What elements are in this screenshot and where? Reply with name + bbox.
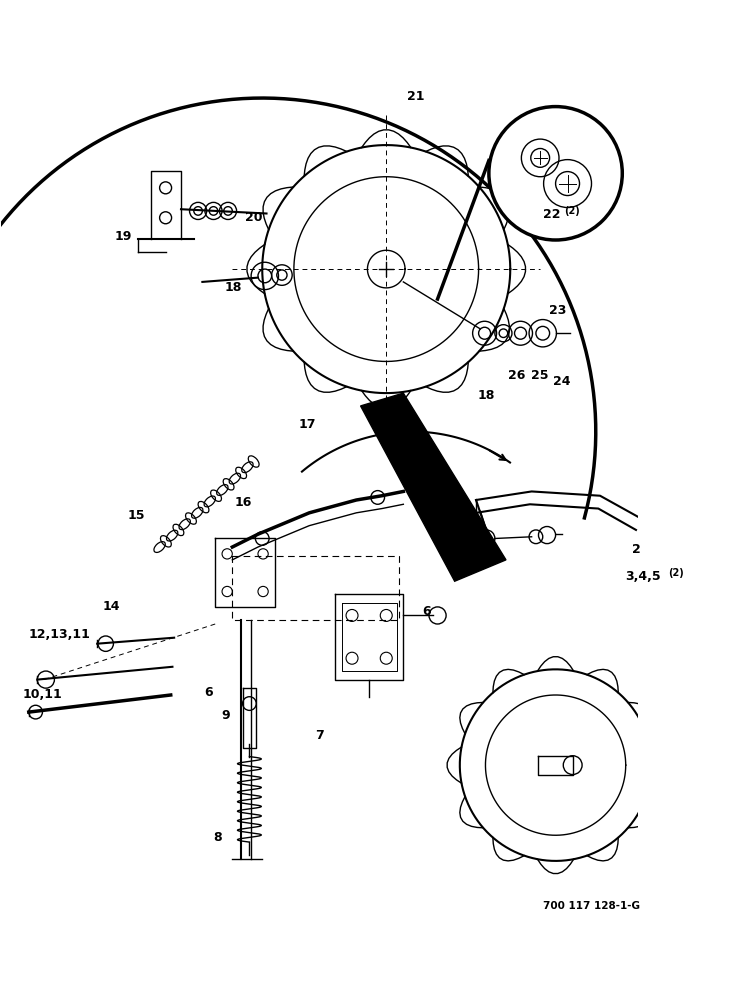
Text: 6: 6 <box>422 605 431 618</box>
Text: 18: 18 <box>225 281 242 294</box>
Text: 21: 21 <box>406 90 424 103</box>
Text: 2: 2 <box>632 543 641 556</box>
Text: 22: 22 <box>542 208 560 221</box>
Text: 9: 9 <box>221 709 230 722</box>
Circle shape <box>489 107 622 240</box>
Text: 6: 6 <box>204 686 213 699</box>
Text: 7: 7 <box>315 729 324 742</box>
Text: (2): (2) <box>668 568 684 578</box>
Text: 700 117 128-1-G: 700 117 128-1-G <box>543 901 640 911</box>
Text: 18: 18 <box>478 389 495 402</box>
Text: 23: 23 <box>548 304 566 317</box>
Text: 17: 17 <box>299 418 316 431</box>
Text: 16: 16 <box>235 496 252 509</box>
Text: 26: 26 <box>508 369 526 382</box>
Text: 25: 25 <box>531 369 549 382</box>
Text: 14: 14 <box>102 600 120 613</box>
Text: 10,11: 10,11 <box>22 688 62 701</box>
Text: 12,13,11: 12,13,11 <box>28 628 91 641</box>
Text: 19: 19 <box>115 230 132 243</box>
Text: (2): (2) <box>564 206 580 216</box>
Text: 8: 8 <box>214 831 222 844</box>
Text: 15: 15 <box>128 509 145 522</box>
Text: 20: 20 <box>245 211 263 224</box>
Text: 24: 24 <box>553 375 571 388</box>
Text: 3,4,5: 3,4,5 <box>625 570 661 583</box>
Polygon shape <box>361 393 506 581</box>
